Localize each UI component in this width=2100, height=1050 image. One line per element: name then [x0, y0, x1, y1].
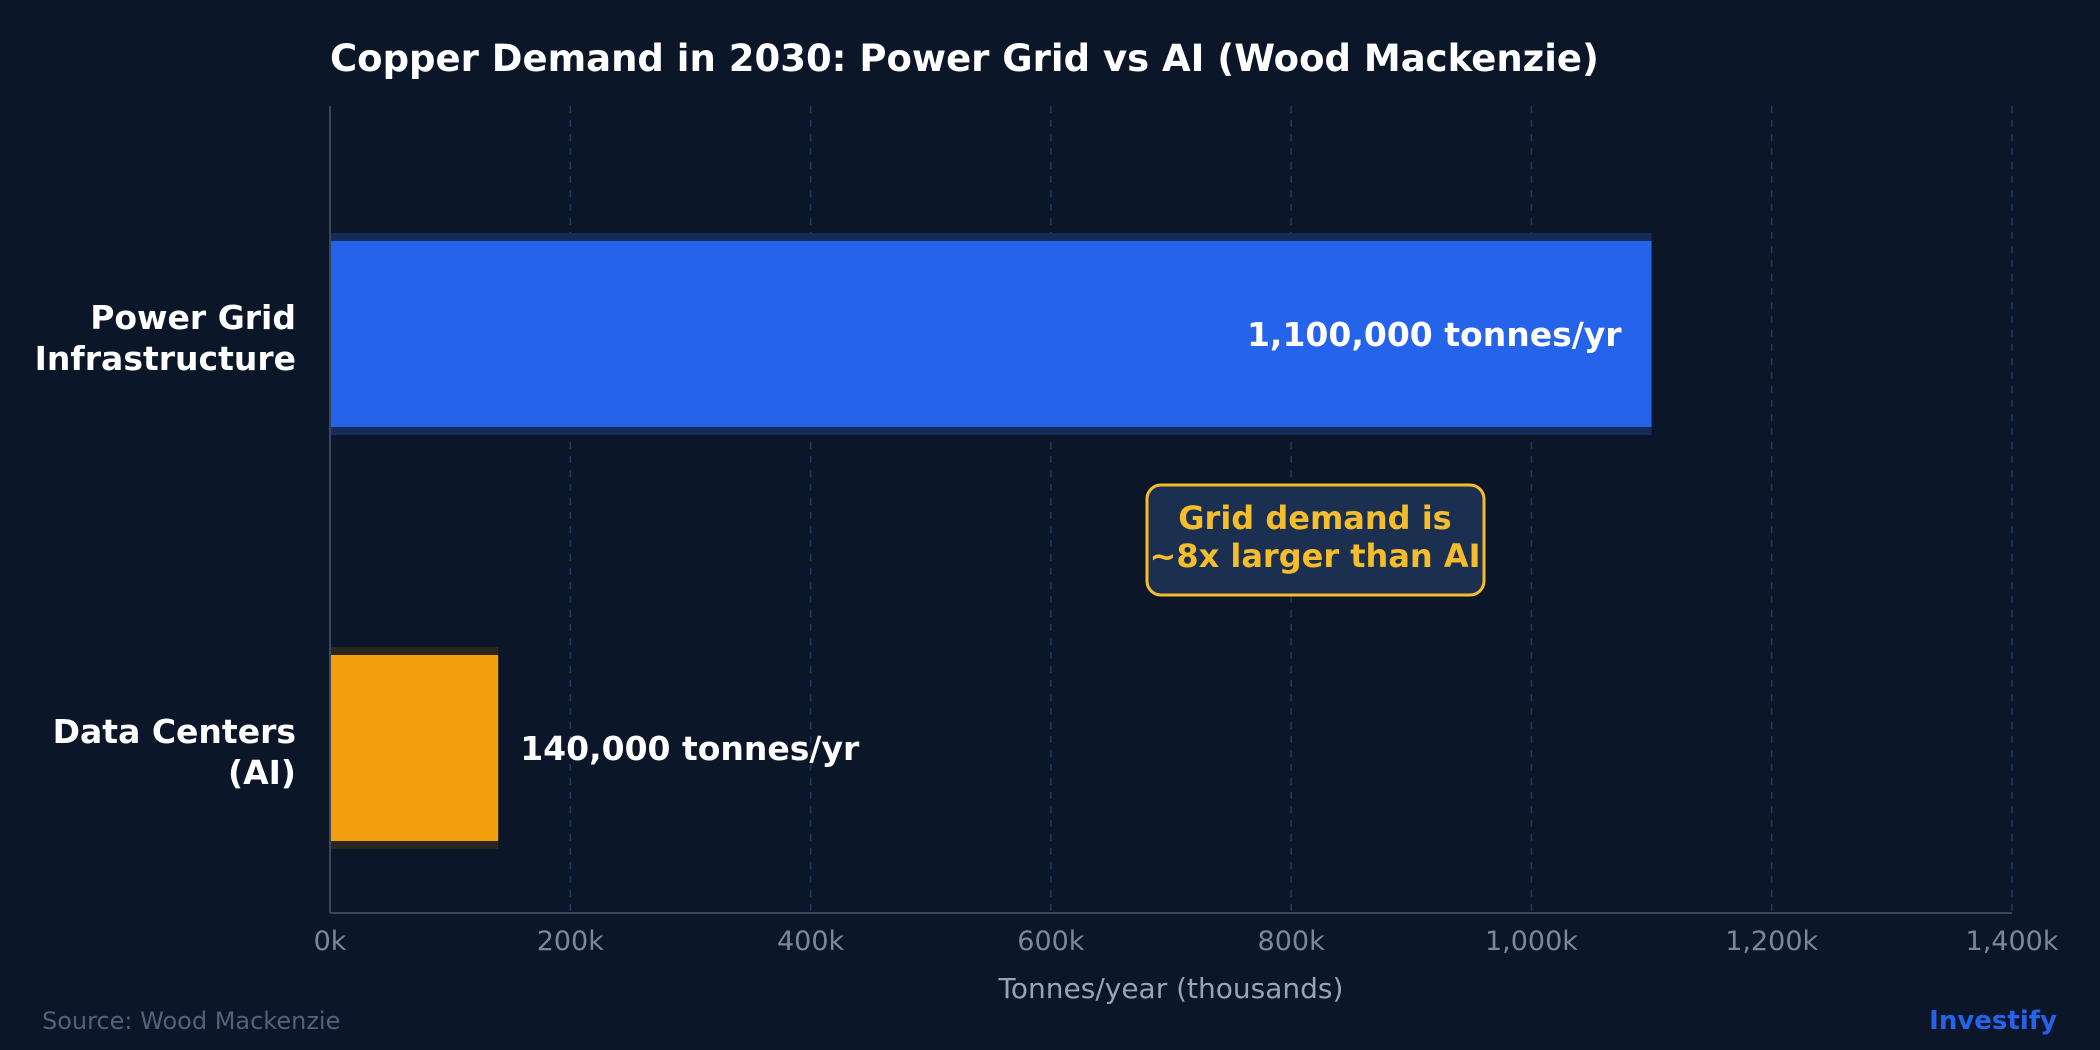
x-tick-label: 200k [537, 926, 605, 957]
gridlines [569, 106, 2013, 913]
category-label: Infrastructure [35, 339, 296, 378]
chart-title: Copper Demand in 2030: Power Grid vs AI … [330, 37, 1599, 80]
bar-0[interactable] [330, 241, 1652, 427]
x-tick-label: 400k [777, 926, 845, 957]
annotation-callout: Grid demand is~8x larger than AI [1145, 483, 1486, 597]
bar-value-label: 1,100,000 tonnes/yr [1247, 315, 1622, 354]
bar-value-label: 140,000 tonnes/yr [520, 729, 860, 768]
bar-1[interactable] [330, 655, 499, 841]
annotation-text: ~8x larger than AI [1150, 537, 1481, 575]
category-label: Data Centers [53, 712, 296, 751]
x-tick-label: 0k [314, 926, 347, 957]
bars: 1,100,000 tonnes/yr 140,000 tonnes/yr [330, 233, 1652, 849]
brand-logo[interactable]: Investify [1929, 1006, 2057, 1036]
category-label: (AI) [228, 753, 296, 792]
annotation-text: Grid demand is [1178, 499, 1451, 537]
annotation-box [1145, 483, 1486, 597]
category-label: Power Grid [90, 298, 296, 337]
x-tick-label: 800k [1258, 926, 1326, 957]
x-tick-label: 600k [1017, 926, 1085, 957]
axes: 0k 200k 400k 600k 800k 1,000k 1,200k 1,400k Powe… [35, 106, 2059, 957]
source-note: Source: Wood Mackenzie [42, 1007, 340, 1035]
x-axis-title: Tonnes/year (thousands) [998, 972, 1344, 1005]
x-tick-label: 1,200k [1725, 926, 1818, 957]
x-tick-label: 1,000k [1485, 926, 1578, 957]
x-tick-label: 1,400k [1966, 926, 2059, 957]
